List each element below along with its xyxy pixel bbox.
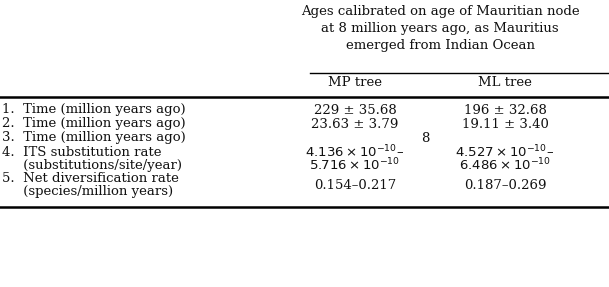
Text: 23.63 ± 3.79: 23.63 ± 3.79 — [311, 117, 399, 131]
Text: MP tree: MP tree — [328, 76, 382, 89]
Text: 2.  Time (million years ago): 2. Time (million years ago) — [2, 117, 186, 131]
Text: Ages calibrated on age of Mauritian node
at 8 million years ago, as Mauritius
em: Ages calibrated on age of Mauritian node… — [301, 5, 579, 52]
Text: 3.  Time (million years ago): 3. Time (million years ago) — [2, 131, 186, 144]
Text: 8: 8 — [421, 131, 429, 144]
Text: (substitutions/site/year): (substitutions/site/year) — [2, 158, 182, 172]
Text: $4.136\times10^{-10}$–: $4.136\times10^{-10}$– — [306, 144, 404, 160]
Text: (species/million years): (species/million years) — [2, 185, 173, 199]
Text: 5.  Net diversification rate: 5. Net diversification rate — [2, 172, 179, 185]
Text: 196 ± 32.68: 196 ± 32.68 — [463, 104, 546, 117]
Text: $5.716\times10^{-10}$: $5.716\times10^{-10}$ — [309, 157, 401, 173]
Text: 1.  Time (million years ago): 1. Time (million years ago) — [2, 104, 186, 117]
Text: $6.486\times10^{-10}$: $6.486\times10^{-10}$ — [459, 157, 551, 173]
Text: 0.187–0.269: 0.187–0.269 — [463, 179, 546, 192]
Text: 4.  ITS substitution rate: 4. ITS substitution rate — [2, 146, 161, 158]
Text: $4.527\times10^{-10}$–: $4.527\times10^{-10}$– — [456, 144, 555, 160]
Text: 229 ± 35.68: 229 ± 35.68 — [314, 104, 396, 117]
Text: 19.11 ± 3.40: 19.11 ± 3.40 — [462, 117, 549, 131]
Text: 0.154–0.217: 0.154–0.217 — [314, 179, 396, 192]
Text: ML tree: ML tree — [478, 76, 532, 89]
